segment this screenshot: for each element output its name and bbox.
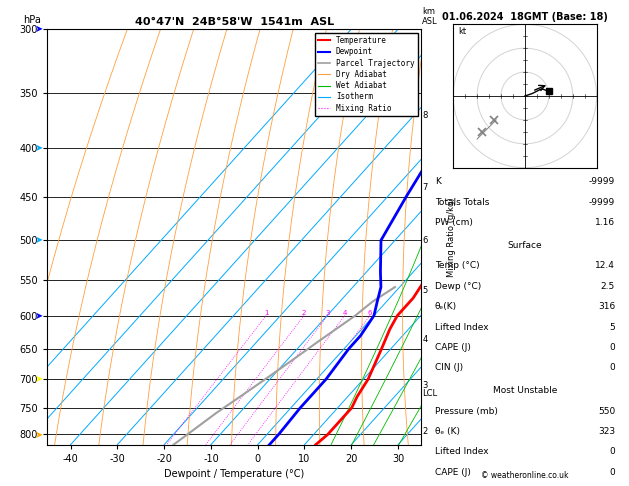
Text: CAPE (J): CAPE (J)	[435, 468, 470, 477]
Text: Most Unstable: Most Unstable	[493, 386, 557, 395]
Text: 2.5: 2.5	[601, 282, 615, 291]
Text: 0: 0	[610, 448, 615, 456]
Text: CIN (J): CIN (J)	[435, 364, 463, 372]
Text: ➤: ➤	[35, 235, 43, 245]
Text: 316: 316	[598, 302, 615, 311]
Text: 6: 6	[422, 236, 428, 245]
Text: 12.4: 12.4	[595, 261, 615, 270]
Text: Surface: Surface	[508, 241, 542, 250]
Text: 4: 4	[342, 310, 347, 315]
Text: CAPE (J): CAPE (J)	[435, 343, 470, 352]
Text: 0: 0	[610, 468, 615, 477]
Text: Totals Totals: Totals Totals	[435, 198, 489, 207]
Text: 2: 2	[302, 310, 306, 315]
X-axis label: Dewpoint / Temperature (°C): Dewpoint / Temperature (°C)	[164, 469, 304, 479]
Text: kt: kt	[458, 27, 466, 36]
Text: -9999: -9999	[589, 177, 615, 186]
Text: PW (cm): PW (cm)	[435, 218, 472, 227]
Text: 01.06.2024  18GMT (Base: 18): 01.06.2024 18GMT (Base: 18)	[442, 12, 608, 22]
Text: 3: 3	[422, 381, 428, 390]
Text: 550: 550	[598, 407, 615, 416]
Text: 1: 1	[264, 310, 269, 315]
Text: ➤: ➤	[35, 311, 43, 321]
Text: Dewp (°C): Dewp (°C)	[435, 282, 481, 291]
Text: ➤: ➤	[35, 430, 43, 439]
Legend: Temperature, Dewpoint, Parcel Trajectory, Dry Adiabat, Wet Adiabat, Isotherm, Mi: Temperature, Dewpoint, Parcel Trajectory…	[315, 33, 418, 116]
Text: 7: 7	[422, 183, 428, 192]
Text: 3: 3	[325, 310, 330, 315]
Text: -9999: -9999	[589, 198, 615, 207]
Text: Lifted Index: Lifted Index	[435, 448, 488, 456]
Title: 40°47'N  24B°58'W  1541m  ASL: 40°47'N 24B°58'W 1541m ASL	[135, 17, 334, 27]
Text: K: K	[435, 177, 440, 186]
Text: Mixing Ratio (g/kg): Mixing Ratio (g/kg)	[447, 197, 456, 277]
Text: ➤: ➤	[35, 24, 43, 34]
Text: hPa: hPa	[23, 15, 41, 25]
Text: 2: 2	[422, 427, 428, 436]
Text: 323: 323	[598, 427, 615, 436]
Text: 8: 8	[422, 111, 428, 121]
Text: Temp (°C): Temp (°C)	[435, 261, 479, 270]
Text: Lifted Index: Lifted Index	[435, 323, 488, 331]
Text: ➤: ➤	[35, 374, 43, 384]
Text: 1.16: 1.16	[595, 218, 615, 227]
Text: 4: 4	[422, 334, 428, 344]
Text: 6: 6	[367, 310, 372, 315]
Text: 0: 0	[610, 343, 615, 352]
Text: ➤: ➤	[35, 143, 43, 153]
Text: Pressure (mb): Pressure (mb)	[435, 407, 498, 416]
Text: km
ASL: km ASL	[422, 7, 438, 26]
Text: θₑ (K): θₑ (K)	[435, 427, 460, 436]
Text: 0: 0	[610, 364, 615, 372]
Text: LCL: LCL	[422, 389, 437, 399]
Text: θₑ(K): θₑ(K)	[435, 302, 457, 311]
Text: 5: 5	[610, 323, 615, 331]
Text: 5: 5	[422, 286, 428, 295]
Text: © weatheronline.co.uk: © weatheronline.co.uk	[481, 471, 569, 480]
